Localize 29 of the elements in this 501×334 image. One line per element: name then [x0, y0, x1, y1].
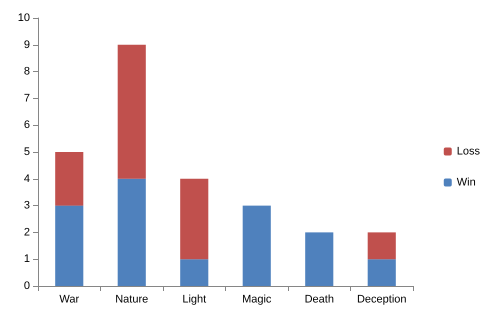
y-tick-label: 3: [24, 200, 30, 212]
y-tick-label: 10: [18, 12, 30, 24]
bar: [368, 232, 396, 260]
x-tick-label: War: [59, 294, 80, 306]
bar: [55, 206, 84, 286]
y-tick-label: 2: [24, 226, 30, 238]
legend-label: Loss: [456, 146, 480, 158]
bar: [55, 152, 84, 206]
y-tick-label: 1: [24, 253, 30, 266]
y-tick-label: 5: [24, 146, 30, 158]
bar: [118, 178, 146, 286]
y-tick-label: 9: [24, 38, 30, 51]
y-tick-label: 4: [24, 172, 30, 185]
bar: [180, 178, 208, 260]
bar: [305, 232, 334, 286]
x-tick-label: Deception: [356, 294, 407, 306]
y-tick-label: 0: [24, 280, 30, 292]
x-tick-label: Death: [304, 294, 334, 306]
x-tick-label: Magic: [242, 294, 272, 306]
y-tick-label: 6: [24, 119, 30, 132]
y-tick-label: 7: [24, 92, 30, 104]
y-tick-label: 8: [24, 66, 30, 78]
bar: [118, 44, 146, 179]
bar: [180, 259, 208, 286]
bar: [242, 206, 271, 286]
legend-label: Win: [456, 176, 476, 188]
x-tick-label: Light: [182, 294, 206, 306]
bar: [368, 259, 396, 286]
x-tick-label: Nature: [115, 294, 148, 306]
